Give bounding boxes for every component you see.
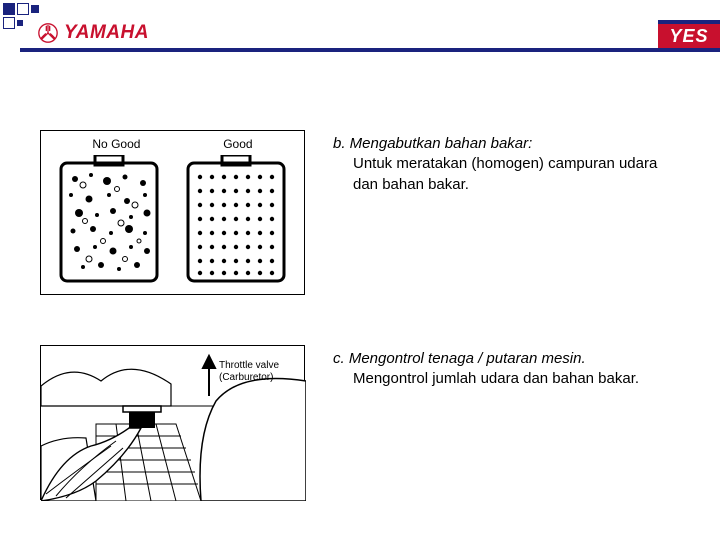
slide-header: YAMAHA YES — [0, 0, 720, 60]
figure-label-no-good: No Good — [92, 137, 140, 151]
slide-content: No Good Good — [0, 130, 720, 550]
header-divider — [20, 48, 720, 52]
svg-text:(Carburetor): (Carburetor) — [219, 372, 273, 383]
section-b-text: b. Mengabutkan bahan bakar: Untuk merata… — [333, 130, 680, 195]
brand-name: YAMAHA — [64, 22, 149, 44]
figure-throttle-dam: Throttle valve (Carburetor) — [40, 345, 305, 500]
brand-logo: YAMAHA — [38, 22, 149, 44]
canister-no-good — [55, 155, 163, 285]
section-b: No Good Good — [40, 130, 680, 295]
section-c-text: c. Mengontrol tenaga / putaran mesin. Me… — [333, 345, 639, 390]
canister-good — [182, 155, 290, 285]
yamaha-tuning-fork-icon — [38, 23, 58, 43]
section-c-body: Mengontrol jumlah udara dan bahan bakar. — [333, 369, 639, 389]
figure-caption: Throttle valve — [219, 360, 279, 371]
yes-badge: YES — [658, 20, 720, 48]
section-b-title: b. Mengabutkan bahan bakar: — [333, 134, 680, 154]
yes-badge-text: YES — [669, 26, 708, 47]
figure-label-good: Good — [223, 137, 252, 151]
section-c-title: c. Mengontrol tenaga / putaran mesin. — [333, 349, 639, 369]
section-b-body: Untuk meratakan (homogen) campuran udara… — [333, 154, 680, 195]
figure-atomization: No Good Good — [40, 130, 305, 295]
section-c: Throttle valve (Carburetor) c. Mengontro… — [40, 345, 680, 500]
